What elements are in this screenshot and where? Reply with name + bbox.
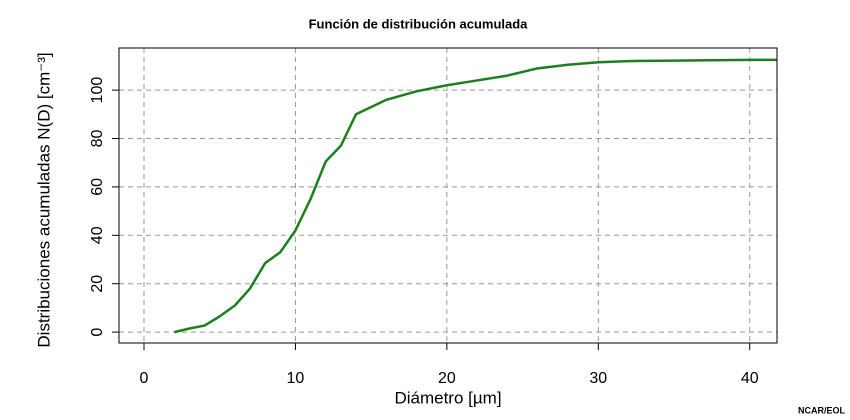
chart-title: Función de distribución acumulada [309, 16, 529, 31]
x-tick-label: 30 [589, 370, 607, 387]
data-line [173, 58, 777, 334]
y-tick-label: 0 [89, 328, 106, 337]
x-tick-label: 0 [140, 370, 149, 387]
y-tick-label: 100 [89, 77, 106, 104]
x-tick-label: 40 [741, 370, 759, 387]
x-axis-label: Diámetro [µm] [394, 388, 501, 407]
x-tick-label: 20 [438, 370, 456, 387]
credit: NCAR/EOL [798, 405, 846, 415]
y-tick-label: 80 [89, 130, 106, 148]
y-axis-label: Distribuciones acumuladas N(D) [cm⁻³] [34, 52, 53, 347]
plot-frame [118, 47, 778, 344]
x-tick-label: 10 [287, 370, 305, 387]
y-tick-label: 40 [89, 226, 106, 244]
y-tick-label: 60 [89, 178, 106, 196]
y-tick-label: 20 [89, 275, 106, 293]
